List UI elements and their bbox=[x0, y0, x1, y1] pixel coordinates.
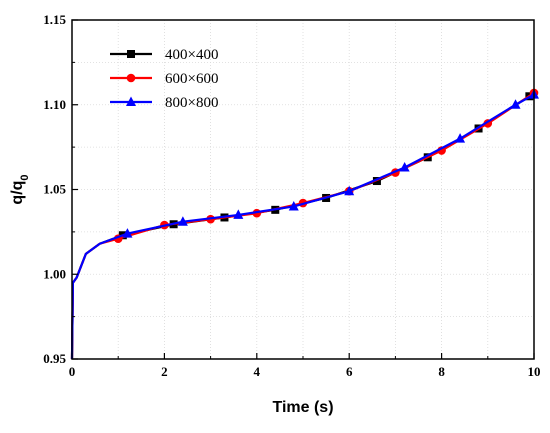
legend-label: 800×800 bbox=[165, 95, 218, 111]
legend-item: 800×800 bbox=[110, 95, 218, 111]
legend-marker bbox=[127, 50, 135, 58]
axis-ticks: 0 2 4 6 8 10 0.95 1.00 1.05 1.10 1.15 bbox=[43, 12, 540, 379]
x-tick-label: 4 bbox=[254, 364, 261, 379]
series-square bbox=[70, 92, 534, 360]
series-layer bbox=[70, 88, 539, 360]
x-tick-label: 6 bbox=[346, 364, 353, 379]
data-point bbox=[233, 209, 244, 219]
y-tick-label: 1.05 bbox=[43, 182, 66, 197]
series-circle bbox=[70, 88, 539, 360]
y-tick-label: 1.15 bbox=[43, 12, 66, 27]
legend-item: 400×400 bbox=[110, 47, 218, 63]
data-point bbox=[510, 99, 521, 109]
x-tick-label: 0 bbox=[69, 364, 76, 379]
y-axis-title-subscript: 0 bbox=[19, 174, 31, 180]
series-line bbox=[70, 91, 535, 360]
x-tick-label: 10 bbox=[528, 364, 541, 379]
data-point bbox=[177, 216, 188, 226]
legend: 400×400 600×600 800×800 bbox=[110, 47, 218, 111]
y-axis-title: q/q0 bbox=[9, 174, 31, 204]
data-point bbox=[288, 200, 299, 211]
y-tick-label: 0.95 bbox=[43, 351, 66, 366]
x-axis-title: Time (s) bbox=[272, 399, 333, 416]
x-tick-label: 8 bbox=[438, 364, 445, 379]
legend-marker bbox=[126, 96, 136, 106]
y-axis-title-main: q/q bbox=[9, 181, 26, 205]
legend-label: 400×400 bbox=[165, 47, 218, 63]
data-point bbox=[122, 228, 133, 238]
legend-item: 600×600 bbox=[110, 71, 218, 87]
legend-marker bbox=[126, 73, 136, 83]
series-triangle bbox=[70, 89, 539, 360]
data-point bbox=[455, 133, 466, 143]
data-point bbox=[344, 185, 355, 196]
grid-lines bbox=[72, 20, 534, 359]
series-line bbox=[70, 93, 535, 360]
y-tick-label: 1.00 bbox=[43, 266, 66, 281]
data-point bbox=[399, 161, 410, 172]
x-tick-label: 2 bbox=[161, 364, 168, 379]
y-tick-label: 1.10 bbox=[43, 97, 66, 112]
legend-label: 600×600 bbox=[165, 71, 218, 87]
